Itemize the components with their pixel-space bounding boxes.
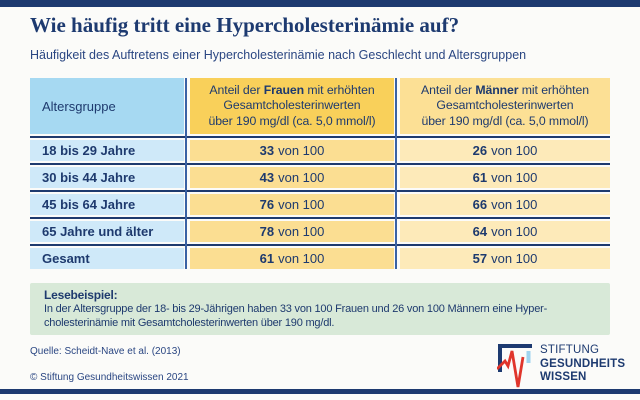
row-divider	[30, 244, 610, 246]
table-row-45-64: 45 bis 64 Jahre 76 von 100 66 von 100	[30, 194, 610, 215]
logo-line-2: GESUNDHEITS	[540, 357, 626, 370]
age-cell: 45 bis 64 Jahre	[30, 194, 184, 215]
age-cell: 30 bis 44 Jahre	[30, 167, 184, 188]
data-table: Altersgruppe Anteil der Frauen mit erhöh…	[30, 78, 610, 269]
row-divider	[30, 163, 610, 165]
reading-example-box: Lesebeispiel: In der Altersgruppe der 18…	[30, 283, 610, 335]
column-header-frauen: Anteil der Frauen mit erhöhten Gesamtcho…	[190, 78, 394, 134]
page-subtitle: Häufigkeit des Auftretens einer Hypercho…	[30, 48, 527, 62]
table-row-30-44: 30 bis 44 Jahre 43 von 100 61 von 100	[30, 167, 610, 188]
source-note: Quelle: Scheidt-Nave et al. (2013)	[30, 346, 181, 357]
row-divider	[30, 136, 610, 138]
row-divider	[30, 190, 610, 192]
men-value-cell: 61 von 100	[400, 167, 610, 188]
logo-line-1: STIFTUNG	[540, 344, 600, 356]
column-divider-1	[185, 78, 187, 269]
reading-example-text: In der Altersgruppe der 18- bis 29-Jähri…	[44, 303, 548, 315]
column-divider-2	[395, 78, 397, 269]
men-value-cell: 64 von 100	[400, 221, 610, 242]
top-accent-bar	[0, 0, 640, 7]
column-header-maenner: Anteil der Männer mit erhöhten Gesamtcho…	[400, 78, 610, 134]
age-cell: 65 Jahre und älter	[30, 221, 184, 242]
age-cell: Gesamt	[30, 248, 184, 269]
table-row-18-29: 18 bis 29 Jahre 33 von 100 26 von 100	[30, 140, 610, 161]
header-line: über 190 mg/dl (ca. 5,0 mmol/l)	[208, 113, 376, 128]
women-value-cell: 33 von 100	[190, 140, 394, 161]
header-line: Gesamtcholesterinwerten	[436, 98, 574, 113]
women-value-cell: 78 von 100	[190, 221, 394, 242]
header-line: über 190 mg/dl (ca. 5,0 mmol/l)	[421, 113, 589, 128]
men-value-cell: 26 von 100	[400, 140, 610, 161]
men-value-cell: 66 von 100	[400, 194, 610, 215]
pulse-logo-icon	[497, 344, 532, 388]
column-header-altersgruppe: Altersgruppe	[30, 78, 184, 134]
logo-wordmark: STIFTUNG GESUNDHEITS WISSEN	[540, 342, 625, 388]
men-value-cell: 57 von 100	[400, 248, 610, 269]
women-value-cell: 76 von 100	[190, 194, 394, 215]
bottom-accent-bar	[0, 389, 640, 394]
table-header-row: Altersgruppe Anteil der Frauen mit erhöh…	[30, 78, 610, 134]
copyright-note: © Stiftung Gesundheitswissen 2021	[30, 372, 189, 383]
age-cell: 18 bis 29 Jahre	[30, 140, 184, 161]
header-line: Anteil der Männer mit erhöhten	[421, 82, 589, 97]
header-line: Anteil der Frauen mit erhöhten	[209, 82, 375, 97]
table-row-gesamt: Gesamt 61 von 100 57 von 100	[30, 248, 610, 269]
row-divider	[30, 217, 610, 219]
header-line: Gesamtcholesterinwerten	[223, 98, 361, 113]
reading-example-label: Lesebeispiel:	[44, 288, 118, 302]
women-value-cell: 43 von 100	[190, 167, 394, 188]
page-title: Wie häufig tritt eine Hypercholesterinäm…	[30, 13, 460, 37]
women-value-cell: 61 von 100	[190, 248, 394, 269]
table-row-65-plus: 65 Jahre und älter 78 von 100 64 von 100	[30, 221, 610, 242]
reading-example-text: cholesterinämie mit Gesamtcholesterinwer…	[44, 317, 335, 329]
logo-line-3: WISSEN	[540, 371, 587, 383]
stiftung-gesundheitswissen-logo: STIFTUNG GESUNDHEITS WISSEN	[497, 342, 625, 388]
